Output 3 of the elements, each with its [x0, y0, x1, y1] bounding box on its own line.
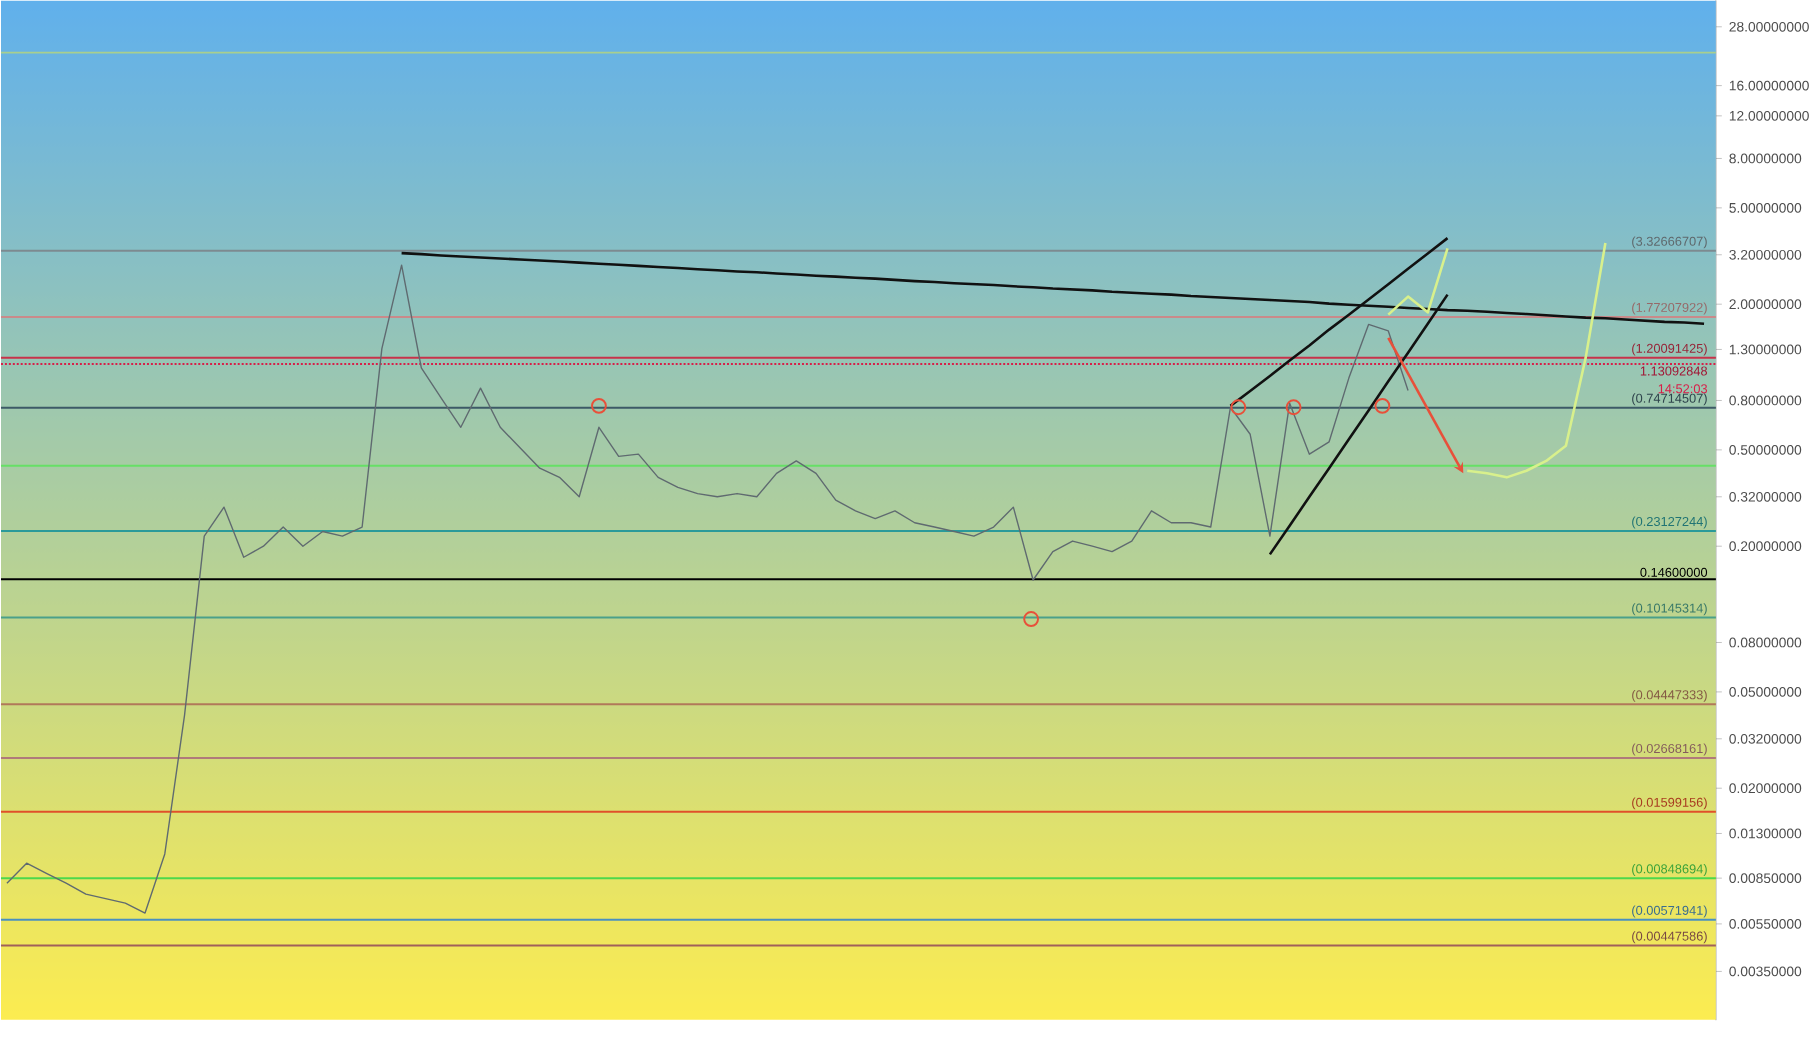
- line-series: [6, 264, 1409, 914]
- line-series: [1465, 241, 1607, 479]
- line-series: [1387, 247, 1449, 316]
